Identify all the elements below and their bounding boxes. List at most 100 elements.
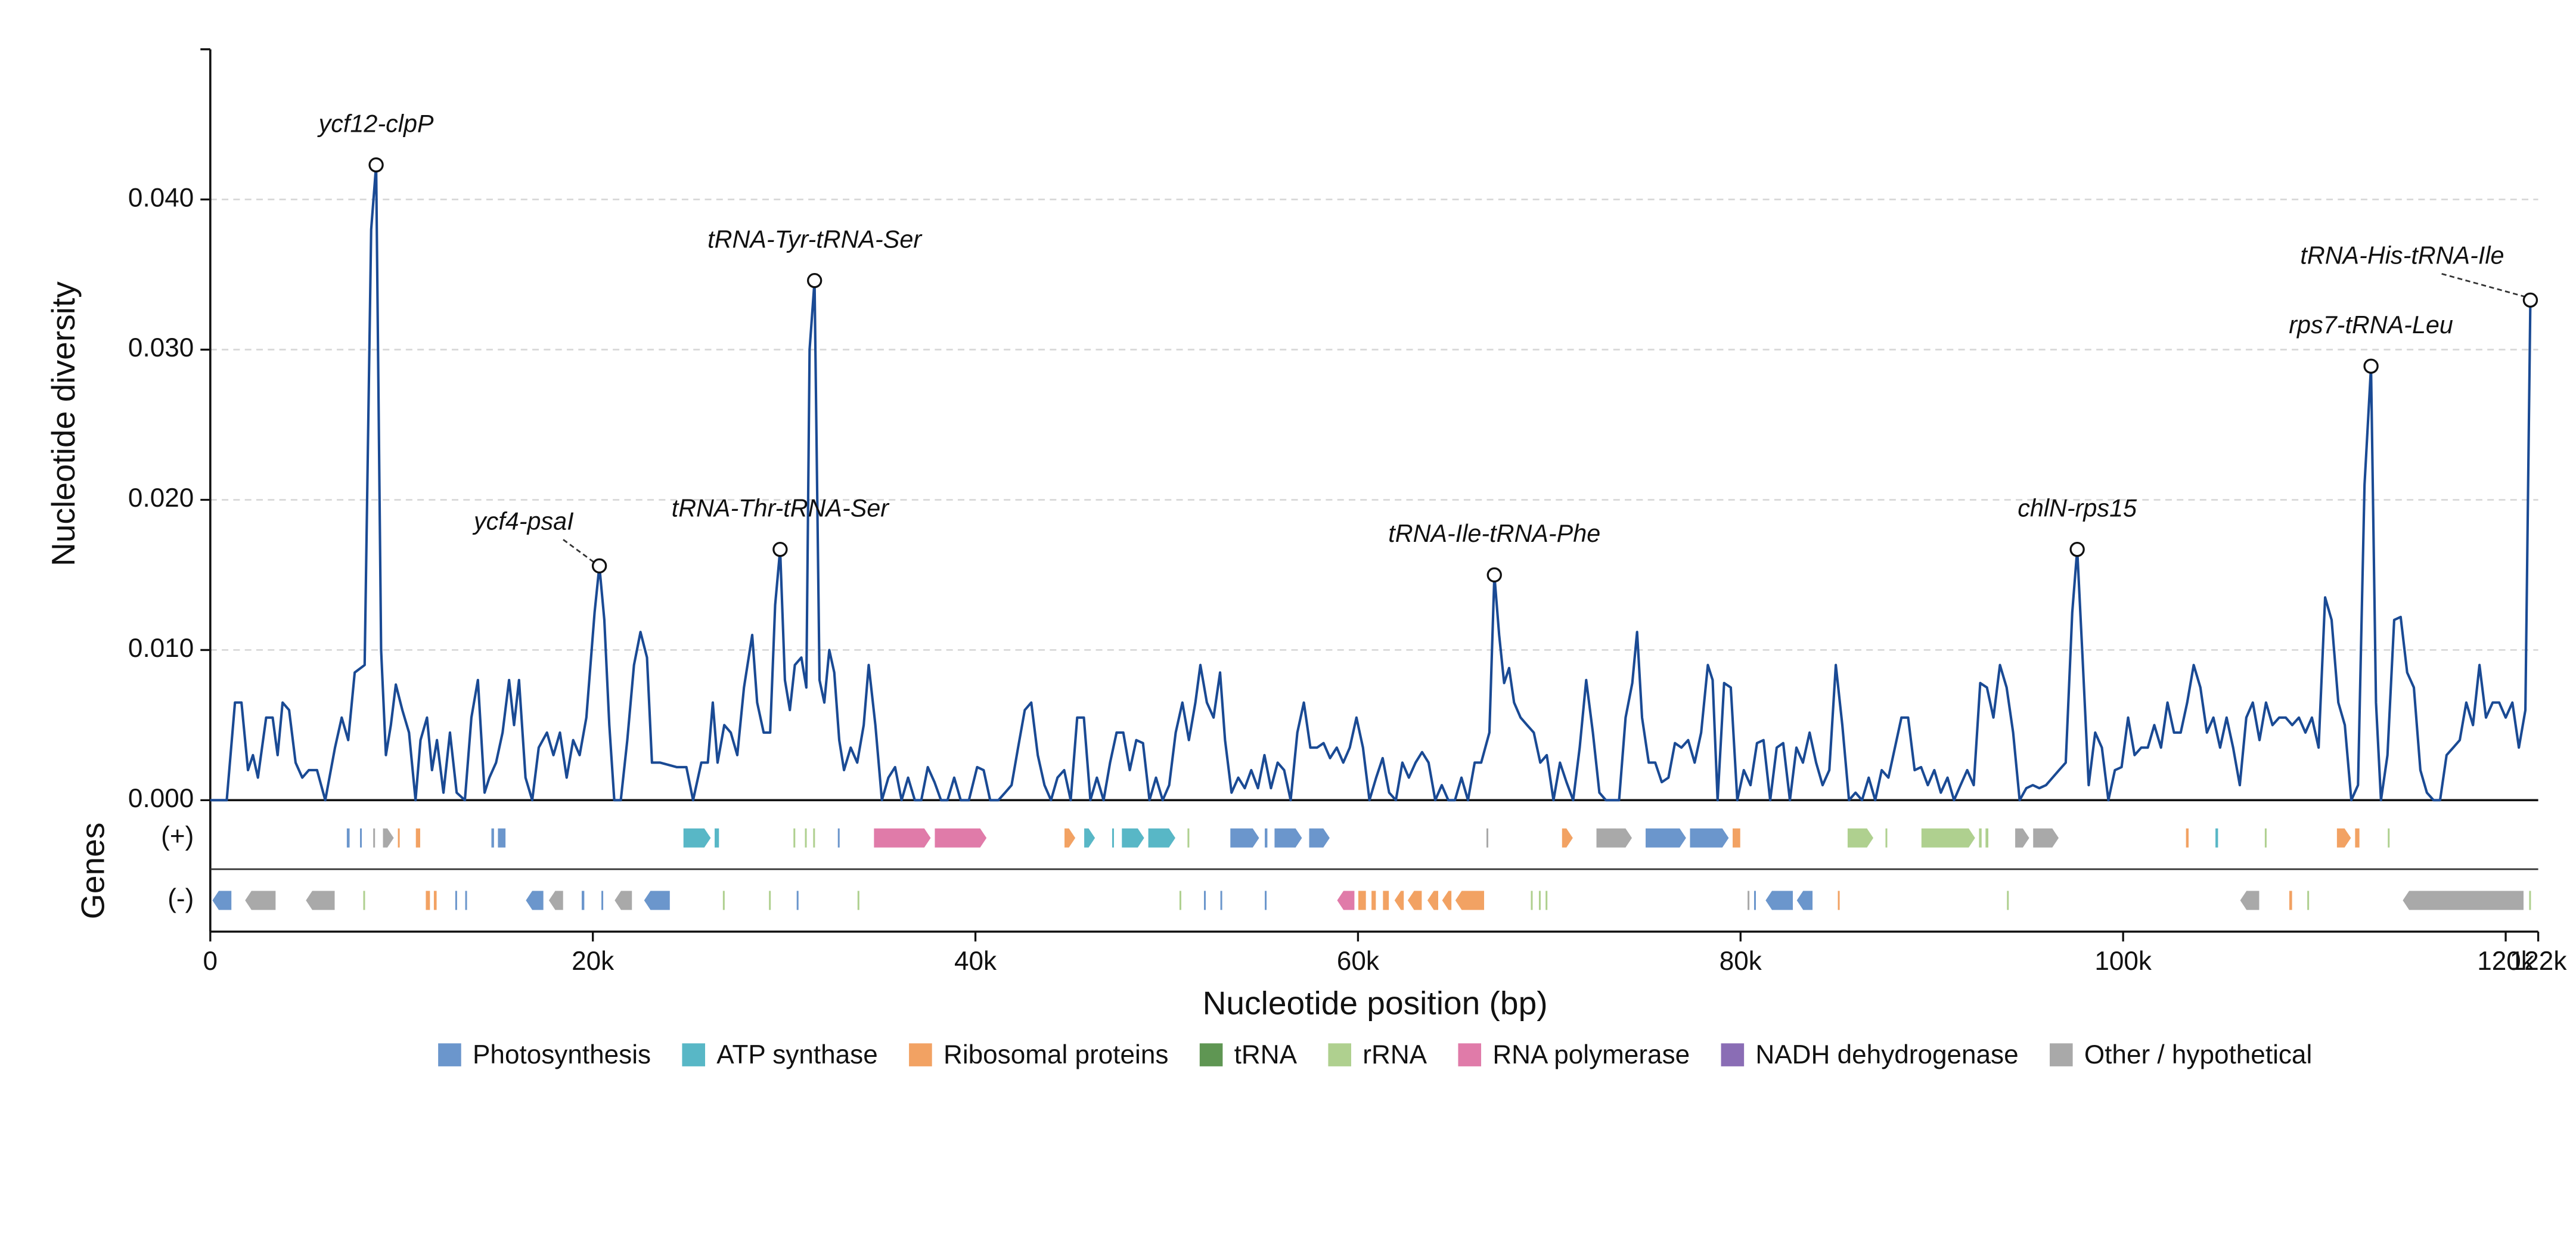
gene xyxy=(1596,827,1633,848)
gene xyxy=(397,827,401,848)
gene xyxy=(1538,890,1542,911)
gene xyxy=(1485,827,1489,848)
gene xyxy=(464,890,468,911)
gene xyxy=(1264,890,1268,911)
x-tick-label: 40k xyxy=(954,947,997,976)
gene xyxy=(1978,827,1982,848)
legend-swatch xyxy=(1328,1043,1352,1066)
legend-swatch xyxy=(682,1043,706,1066)
gene xyxy=(359,827,363,848)
gene xyxy=(1393,890,1405,911)
gene xyxy=(2006,890,2010,911)
gene xyxy=(1765,890,1794,911)
legend-label: ATP synthase xyxy=(716,1040,877,1069)
gene xyxy=(2014,827,2030,848)
gene xyxy=(454,890,458,911)
gene xyxy=(600,890,604,911)
annotation-point xyxy=(2363,358,2379,374)
gene xyxy=(1545,890,1548,911)
gene xyxy=(1837,890,1841,911)
strand-label: (+) xyxy=(161,821,194,851)
gene xyxy=(1230,827,1260,848)
gene xyxy=(1846,827,1874,848)
gene xyxy=(643,890,671,911)
annotation-label: rps7-tRNA-Leu xyxy=(2289,311,2453,339)
gene xyxy=(768,890,772,911)
gene xyxy=(812,827,816,848)
gene xyxy=(873,827,932,848)
gene xyxy=(722,890,725,911)
annotation-point xyxy=(2522,292,2538,308)
legend-swatch xyxy=(909,1043,932,1066)
gene xyxy=(1985,827,1990,848)
gene xyxy=(1371,890,1377,911)
x-tick-label: 120k xyxy=(2477,947,2535,976)
annotation-label: ycf12-clpP xyxy=(317,110,434,137)
gene xyxy=(1644,827,1687,848)
diversity-line xyxy=(210,163,2532,802)
gene xyxy=(1121,827,1145,848)
gene xyxy=(1561,827,1574,848)
x-tick-label: 100k xyxy=(2094,947,2152,976)
gene xyxy=(244,890,277,911)
annotation-point xyxy=(772,541,788,557)
annotation-label: tRNA-His-tRNA-Ile xyxy=(2300,242,2504,269)
gene xyxy=(1382,890,1390,911)
x-tick-label: 80k xyxy=(1720,947,1762,976)
annotation-point xyxy=(1486,567,1502,583)
legend-label: Other / hypothetical xyxy=(2084,1040,2312,1069)
annotation-label: tRNA-Tyr-tRNA-Ser xyxy=(707,225,923,253)
gene xyxy=(1063,827,1076,848)
legend-swatch xyxy=(1199,1043,1223,1066)
gene xyxy=(793,827,796,848)
gene xyxy=(415,827,421,848)
gene xyxy=(2288,890,2293,911)
gene xyxy=(491,827,495,848)
x-tick-label: 122k xyxy=(2510,947,2568,976)
gene xyxy=(2387,827,2391,848)
gene xyxy=(1187,827,1190,848)
x-tick-label: 60k xyxy=(1337,947,1380,976)
gene xyxy=(934,827,988,848)
gene xyxy=(1274,827,1303,848)
gene xyxy=(1753,890,1757,911)
gene xyxy=(2185,827,2190,848)
legend-swatch xyxy=(438,1043,461,1066)
gene xyxy=(1308,827,1331,848)
gene xyxy=(1530,890,1534,911)
annotation-point xyxy=(368,157,384,173)
gene xyxy=(1357,890,1367,911)
legend-swatch xyxy=(1721,1043,1745,1066)
gene xyxy=(362,890,366,911)
gene xyxy=(1426,890,1439,911)
gene xyxy=(1111,827,1115,848)
gene xyxy=(1203,890,1207,911)
x-tick-label: 0 xyxy=(203,947,218,976)
y-tick-label: 0.030 xyxy=(128,333,194,362)
gene xyxy=(305,890,336,911)
legend-swatch xyxy=(1458,1043,1482,1066)
gene xyxy=(2336,827,2352,848)
strand-label: (-) xyxy=(167,884,194,913)
legend-label: RNA polymerase xyxy=(1492,1040,1690,1069)
annotation-label: tRNA-Thr-tRNA-Ser xyxy=(672,494,890,522)
annotation-leader xyxy=(2441,272,2526,298)
annotation-point xyxy=(806,272,823,289)
gene xyxy=(212,890,232,911)
gene xyxy=(2239,890,2260,911)
gene xyxy=(682,827,712,848)
gene xyxy=(1407,890,1423,911)
gene xyxy=(1083,827,1096,848)
gene xyxy=(382,827,395,848)
legend: Photosynthesis ATP synthase Ribosomal prot… xyxy=(438,1040,2312,1069)
gene xyxy=(837,827,840,848)
gene xyxy=(1885,827,1888,848)
gene xyxy=(1920,827,1976,848)
legend-label: Photosynthesis xyxy=(473,1040,651,1069)
gene xyxy=(1178,890,1183,911)
y-tick-label: 0.040 xyxy=(128,183,194,212)
gene xyxy=(1441,890,1453,911)
annotation-point xyxy=(2069,541,2085,557)
